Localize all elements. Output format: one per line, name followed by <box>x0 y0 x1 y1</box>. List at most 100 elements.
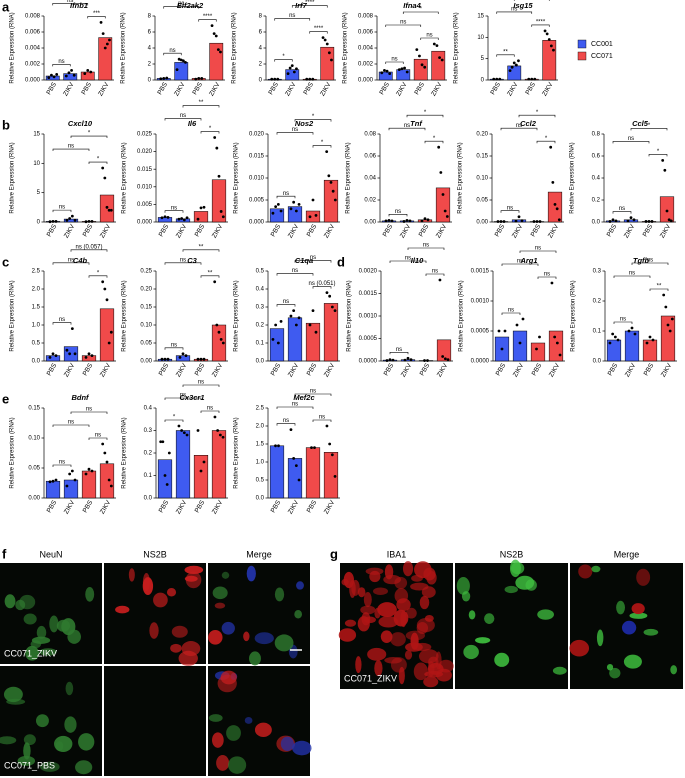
data-point <box>166 216 170 219</box>
data-point <box>647 220 651 223</box>
column-label: NS2B <box>143 549 167 559</box>
data-point <box>167 451 171 455</box>
y-tick-label: 0.000 <box>25 78 41 84</box>
y-tick-label: 8 <box>148 14 152 20</box>
cell <box>221 621 235 635</box>
x-tick-label: ZIKV <box>400 362 414 379</box>
cell <box>212 732 224 748</box>
data-point <box>420 63 424 67</box>
cell <box>49 615 59 633</box>
x-tick-label: PBS <box>270 499 283 514</box>
significance-label: ns <box>516 123 522 129</box>
data-point <box>403 358 407 362</box>
data-point <box>668 329 672 333</box>
data-point <box>273 77 277 81</box>
data-point <box>70 469 74 473</box>
y-axis-label: Relative Expression (RNA) <box>122 417 128 488</box>
significance-bracket <box>501 263 539 266</box>
y-tick-label: 0 <box>148 78 152 84</box>
data-point <box>440 58 444 62</box>
bar <box>157 459 173 499</box>
x-tick-label: PBS <box>419 362 432 377</box>
y-axis-label: Relative Expression (RNA) <box>122 142 128 213</box>
data-point <box>107 341 111 345</box>
y-tick-label: 0.2 <box>592 198 601 204</box>
data-point <box>105 42 109 46</box>
significance-label: ns <box>95 433 101 439</box>
y-tick-label: 0.004 <box>25 46 41 52</box>
data-point <box>54 354 58 357</box>
data-point <box>199 206 203 210</box>
cell <box>424 615 434 622</box>
cell <box>249 651 261 666</box>
y-tick-label: 0.15 <box>476 154 488 160</box>
data-point <box>64 74 68 78</box>
bar <box>287 317 303 362</box>
bar <box>436 339 452 362</box>
y-axis-label: Relative Expression (RNA) <box>343 12 349 83</box>
y-tick-label: 0.4 <box>256 287 265 293</box>
chart-title: Bdnf <box>71 393 90 402</box>
data-point <box>48 220 52 224</box>
y-tick-label: 0.2 <box>593 299 602 305</box>
cell <box>411 574 423 582</box>
cell <box>609 667 621 679</box>
y-tick-label: 0.0020 <box>359 269 378 275</box>
data-point <box>160 357 164 361</box>
x-tick-label: PBS <box>306 362 319 377</box>
significance-label: * <box>433 136 436 142</box>
y-tick-label: 0.10 <box>28 436 40 442</box>
y-tick-label: 0.6 <box>592 154 601 160</box>
bar <box>305 322 321 362</box>
data-point <box>397 68 401 71</box>
data-point <box>435 44 439 47</box>
data-point <box>669 219 673 223</box>
y-tick-label: 0.015 <box>137 167 153 173</box>
data-point <box>308 215 312 219</box>
data-point <box>311 77 315 81</box>
y-tick-label: 0.05 <box>476 198 488 204</box>
y-tick-label: 1.5 <box>256 442 265 448</box>
data-point <box>515 323 519 327</box>
legend-label: CC001 <box>591 41 613 48</box>
data-point <box>608 220 612 223</box>
x-tick-label: PBS <box>194 499 207 514</box>
data-point <box>202 357 206 361</box>
x-tick-label: ZIKV <box>175 362 189 379</box>
y-axis-label: Relative Expression (RNA) <box>459 280 465 351</box>
cell <box>15 599 26 611</box>
y-tick-label: 0.4 <box>592 176 601 182</box>
bar <box>45 480 61 499</box>
data-point <box>383 69 386 72</box>
data-point <box>549 44 553 48</box>
y-tick-label: 0.3 <box>144 428 153 434</box>
bar <box>174 62 189 81</box>
data-point <box>179 58 183 62</box>
significance-label: * <box>97 270 100 276</box>
data-point <box>441 193 445 196</box>
significance-label: ns <box>59 460 65 466</box>
panel-label: c <box>2 254 9 269</box>
cell <box>623 654 642 669</box>
data-point <box>443 209 447 213</box>
y-tick-label: 0 <box>259 78 263 84</box>
bar <box>542 40 557 81</box>
data-point <box>388 358 392 362</box>
significance-bracket <box>182 384 220 387</box>
data-point <box>52 75 56 79</box>
y-tick-label: 0.15 <box>140 305 152 311</box>
data-point <box>99 21 103 24</box>
y-tick-label: 0.0 <box>32 359 41 365</box>
bar <box>512 330 528 362</box>
data-point <box>213 136 217 139</box>
data-point <box>403 66 406 70</box>
cell <box>537 609 554 620</box>
data-point <box>70 327 74 330</box>
y-tick-label: 0.25 <box>140 269 152 275</box>
data-point <box>611 218 615 222</box>
data-point <box>271 338 275 341</box>
data-point <box>86 69 90 72</box>
data-point <box>438 278 442 282</box>
x-tick-label: ZIKV <box>211 223 225 240</box>
cell <box>670 665 678 675</box>
